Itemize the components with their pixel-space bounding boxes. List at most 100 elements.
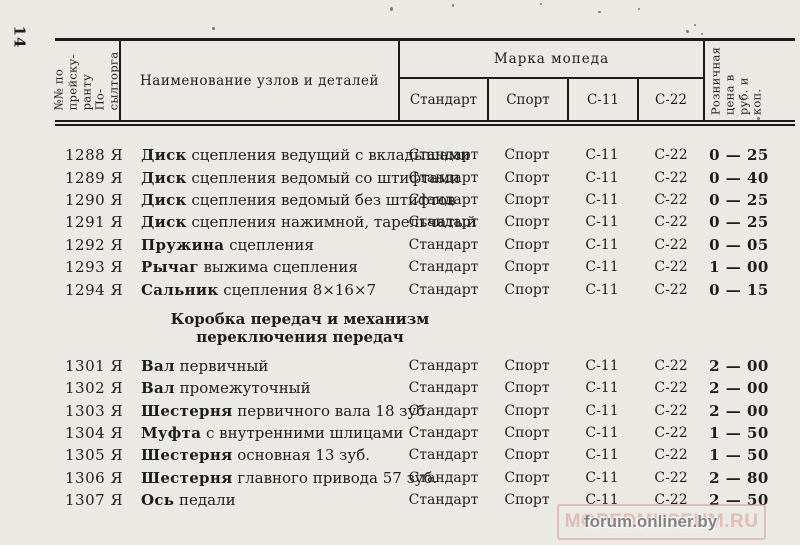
row-part-name-bold: Ось — [141, 491, 175, 510]
row-brand-3: С-22 — [654, 236, 688, 253]
row-part-name: Муфта с внутренними шлицами — [141, 424, 404, 443]
table-row: 1290 Я Диск сцепления ведомый без штифтов… — [55, 189, 795, 211]
forum-onliner-watermark: forum.onliner.by — [584, 512, 718, 531]
header-col-name: Наименование узлов и деталей — [121, 41, 400, 120]
row-brand-2: С-11 — [585, 191, 619, 208]
row-catalog-number: 1289 Я — [65, 168, 124, 187]
row-brand-3: С-22 — [654, 169, 688, 186]
row-brand-0: Стандарт — [408, 425, 479, 442]
row-part-name-bold: Диск — [141, 168, 187, 187]
table-row: 1288 Я Диск сцепления ведущий с вкладышам… — [55, 144, 795, 166]
row-part-name: Шестерня главного привода 57 зуб. — [141, 468, 438, 487]
row-brand-1: Спорт — [504, 425, 550, 442]
row-part-name-bold: Шестерня — [141, 446, 233, 465]
scan-speck — [701, 33, 703, 35]
row-brand-1: Спорт — [504, 447, 550, 464]
row-part-name: Рычаг выжима сцепления — [141, 258, 358, 277]
row-part-name-bold: Пружина — [141, 235, 225, 254]
row-part-name: Диск сцепления нажимной, тарельчатый — [141, 213, 477, 232]
row-brand-2: С-11 — [585, 214, 619, 231]
row-part-name: Диск сцепления ведомый без штифтов — [141, 190, 456, 209]
table-row: 1306 Я Шестерня главного привода 57 зуб. С… — [55, 467, 795, 489]
row-part-name: Диск сцепления ведущий с вкладышами — [141, 146, 471, 165]
scan-speck — [757, 117, 760, 120]
table-row: 1291 Я Диск сцепления нажимной, тарельчат… — [55, 211, 795, 233]
row-part-name: Вал первичный — [141, 356, 269, 375]
row-price: 0 — 40 — [709, 168, 769, 187]
row-brand-3: С-22 — [654, 380, 688, 397]
row-price: 2 — 00 — [709, 379, 769, 398]
row-brand-1: Спорт — [504, 357, 550, 374]
table-row: 1303 Я Шестерня первичного вала 18 зуб. Ст… — [55, 400, 795, 422]
row-brand-2: С-11 — [585, 380, 619, 397]
row-part-name-bold: Муфта — [141, 424, 202, 443]
row-brand-2: С-11 — [585, 425, 619, 442]
scan-speck — [452, 4, 454, 7]
header-col-index-label: №№ по прейску- ранту По- сылторга — [51, 51, 121, 110]
row-price: 1 — 00 — [709, 258, 769, 277]
header-brand-subcolumns: Стандарт Спорт С-11 С-22 — [400, 79, 703, 120]
row-catalog-number: 1288 Я — [65, 146, 124, 165]
scan-speck — [540, 3, 542, 5]
header-col-brands: Марка мопеда Стандарт Спорт С-11 С-22 — [400, 41, 705, 120]
row-brand-3: С-22 — [654, 191, 688, 208]
row-brand-1: Спорт — [504, 259, 550, 276]
row-catalog-number: 1302 Я — [65, 379, 124, 398]
scan-speck — [390, 7, 393, 11]
row-catalog-number: 1292 Я — [65, 235, 124, 254]
table-row: 1289 Я Диск сцепления ведомый со штифтами… — [55, 166, 795, 188]
row-price: 0 — 25 — [709, 213, 769, 232]
row-catalog-number: 1290 Я — [65, 190, 124, 209]
table-row: 1293 Я Рычаг выжима сцепления Стандарт Спор… — [55, 256, 795, 278]
header-brand-sport: Спорт — [487, 79, 567, 120]
row-brand-3: С-22 — [654, 469, 688, 486]
row-brand-0: Стандарт — [408, 447, 479, 464]
row-part-name-bold: Рычаг — [141, 258, 199, 277]
row-price: 1 — 50 — [709, 446, 769, 465]
row-part-name-bold: Шестерня — [141, 401, 233, 420]
row-catalog-number: 1304 Я — [65, 424, 124, 443]
row-brand-1: Спорт — [504, 169, 550, 186]
row-brand-1: Спорт — [504, 281, 550, 298]
table-row: 1302 Я Вал промежуточный Стандарт Спорт С-11… — [55, 377, 795, 399]
row-catalog-number: 1305 Я — [65, 446, 124, 465]
row-part-name-bold: Диск — [141, 213, 187, 232]
header-brand-standart: Стандарт — [409, 91, 478, 108]
row-catalog-number: 1301 Я — [65, 356, 124, 375]
row-brand-0: Стандарт — [408, 469, 479, 486]
row-brand-1: Спорт — [504, 147, 550, 164]
table-body: 1288 Я Диск сцепления ведущий с вкладышам… — [55, 144, 795, 511]
row-brand-2: С-11 — [585, 357, 619, 374]
scan-speck — [686, 30, 689, 33]
row-part-name: Ось педали — [141, 491, 236, 510]
header-col-price-label: Розничная цена в руб. и коп. — [708, 46, 764, 115]
scan-speck — [638, 8, 640, 10]
row-price: 2 — 00 — [709, 401, 769, 420]
row-brand-0: Стандарт — [408, 214, 479, 231]
header-brand-c11: С-11 — [567, 79, 637, 120]
row-part-name-bold: Вал — [141, 379, 175, 398]
row-part-name: Шестерня основная 13 зуб. — [141, 446, 370, 465]
row-part-name: Сальник сцепления 8×16×7 — [141, 280, 377, 299]
header-col-index: №№ по прейску- ранту По- сылторга — [51, 41, 121, 120]
row-brand-1: Спорт — [504, 402, 550, 419]
row-brand-3: С-22 — [654, 357, 688, 374]
row-part-name: Диск сцепления ведомый со штифтами — [141, 168, 461, 187]
table-row: 1305 Я Шестерня основная 13 зуб. Стандарт С… — [55, 444, 795, 466]
row-price: 2 — 00 — [709, 356, 769, 375]
table-row: 1292 Я Пружина сцепления Стандарт Спорт С-11… — [55, 234, 795, 256]
row-brand-0: Стандарт — [408, 492, 479, 509]
row-price: 0 — 15 — [709, 280, 769, 299]
row-catalog-number: 1303 Я — [65, 401, 124, 420]
row-catalog-number: 1293 Я — [65, 258, 124, 277]
page-number: 14 — [10, 25, 29, 49]
row-brand-3: С-22 — [654, 425, 688, 442]
row-part-name: Пружина сцепления — [141, 235, 314, 254]
row-part-name: Вал промежуточный — [141, 379, 311, 398]
row-catalog-number: 1306 Я — [65, 468, 124, 487]
row-brand-3: С-22 — [654, 281, 688, 298]
row-brand-0: Стандарт — [408, 259, 479, 276]
row-price: 0 — 05 — [709, 235, 769, 254]
row-brand-2: С-11 — [585, 447, 619, 464]
